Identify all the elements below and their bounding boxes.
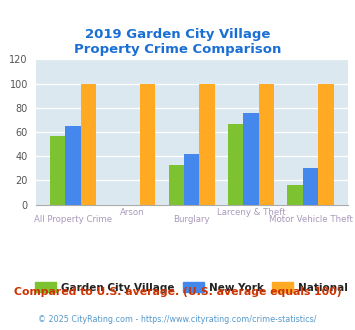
Text: © 2025 CityRating.com - https://www.cityrating.com/crime-statistics/: © 2025 CityRating.com - https://www.city… (38, 315, 317, 324)
Bar (303, 168, 318, 205)
Text: All Property Crime: All Property Crime (34, 215, 112, 224)
Bar (259, 83, 274, 205)
Text: Arson: Arson (120, 208, 144, 217)
Text: Larceny & Theft: Larceny & Theft (217, 208, 285, 217)
Text: 2019 Garden City Village
Property Crime Comparison: 2019 Garden City Village Property Crime … (74, 28, 281, 56)
Bar (169, 165, 184, 205)
Bar (200, 83, 215, 205)
Bar (140, 83, 155, 205)
Text: Compared to U.S. average. (U.S. average equals 100): Compared to U.S. average. (U.S. average … (14, 287, 341, 297)
Legend: Garden City Village, New York, National: Garden City Village, New York, National (35, 282, 348, 293)
Bar (228, 123, 244, 205)
Bar (244, 113, 259, 205)
Bar (184, 154, 200, 205)
Bar (287, 185, 303, 205)
Bar (65, 126, 81, 205)
Bar (50, 136, 65, 205)
Bar (318, 83, 334, 205)
Text: Burglary: Burglary (173, 215, 210, 224)
Text: Motor Vehicle Theft: Motor Vehicle Theft (269, 215, 353, 224)
Bar (81, 83, 96, 205)
